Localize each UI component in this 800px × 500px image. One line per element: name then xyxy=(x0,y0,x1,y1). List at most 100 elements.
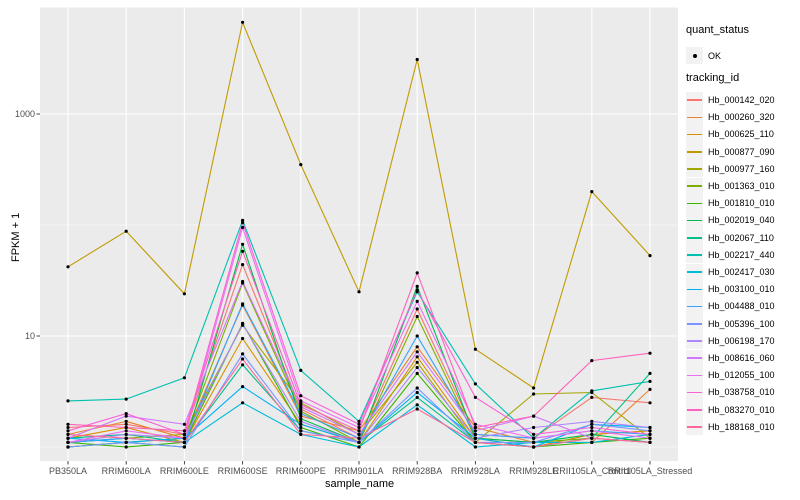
line-swatch-icon xyxy=(686,349,703,367)
data-point xyxy=(532,425,536,430)
data-point xyxy=(532,386,536,390)
legend-label: Hb_083270_010 xyxy=(708,404,775,415)
data-point xyxy=(357,429,361,433)
data-point xyxy=(590,389,594,393)
series-color-line xyxy=(687,150,702,153)
legend-label: Hb_005396_100 xyxy=(708,318,775,329)
series-color-line xyxy=(687,133,702,136)
data-point xyxy=(473,445,477,449)
data-point xyxy=(299,419,303,423)
legend-label: Hb_000625_110 xyxy=(708,129,774,140)
data-point xyxy=(473,429,477,433)
data-point xyxy=(357,422,361,426)
data-point xyxy=(299,425,303,430)
legend-label: Hb_038758_010 xyxy=(708,387,775,398)
data-point xyxy=(590,432,594,436)
data-point xyxy=(124,397,128,401)
data-point xyxy=(241,352,245,356)
data-point xyxy=(241,401,245,405)
data-point xyxy=(473,395,477,399)
data-point xyxy=(357,290,361,294)
data-point xyxy=(590,395,594,399)
legend-label: Hb_008616_060 xyxy=(708,353,775,364)
legend-item-Hb_012055_100: Hb_012055_100 xyxy=(686,366,775,384)
data-point xyxy=(299,422,303,426)
data-point xyxy=(648,387,652,391)
data-point xyxy=(124,445,128,449)
series-color-line xyxy=(687,426,702,428)
data-point xyxy=(648,351,652,355)
data-point xyxy=(241,242,245,246)
data-point xyxy=(241,363,245,367)
y-tick-label: 1000 xyxy=(14,109,35,119)
series-color-line xyxy=(687,408,702,411)
data-point xyxy=(182,422,186,426)
data-point xyxy=(415,334,419,338)
legend-item-Hb_188168_010: Hb_188168_010 xyxy=(686,418,775,436)
data-point xyxy=(357,432,361,436)
data-point xyxy=(473,432,477,436)
legend-item-Hb_000142_020: Hb_000142_020 xyxy=(686,91,775,109)
data-point xyxy=(532,432,536,436)
data-point xyxy=(532,436,536,440)
data-point xyxy=(182,436,186,440)
legend-item-Hb_000625_110: Hb_000625_110 xyxy=(686,125,774,143)
legend-item-Hb_005396_100: Hb_005396_100 xyxy=(686,315,775,333)
legend-item-Hb_002067_110: Hb_002067_110 xyxy=(686,229,774,247)
data-point xyxy=(415,407,419,411)
data-point xyxy=(66,440,70,444)
legend-item-Hb_000877_090: Hb_000877_090 xyxy=(686,143,775,161)
data-point xyxy=(532,440,536,444)
data-point xyxy=(124,429,128,433)
series-color-line xyxy=(687,305,702,308)
data-point xyxy=(299,429,303,433)
series-color-line xyxy=(687,288,702,291)
legend-label: Hb_012055_100 xyxy=(708,370,775,381)
ok-point-key xyxy=(686,47,703,65)
line-swatch-icon xyxy=(686,177,703,195)
x-tick-label: RRIM600LA xyxy=(101,466,151,476)
point-icon xyxy=(692,53,697,58)
series-color-line xyxy=(687,168,702,170)
data-point xyxy=(299,432,303,436)
legend-label: Hb_002067_110 xyxy=(708,232,774,243)
line-swatch-icon xyxy=(686,143,703,161)
legend-label: Hb_001363_010 xyxy=(708,181,775,192)
line-swatch-icon xyxy=(686,211,703,229)
series-color-line xyxy=(687,116,702,119)
data-point xyxy=(66,432,70,436)
data-point xyxy=(590,190,594,194)
legend-label: Hb_001810_010 xyxy=(708,198,775,209)
line-swatch-icon xyxy=(686,263,703,281)
x-tick-label: RRII105LA_Stressed xyxy=(607,466,693,476)
data-point xyxy=(357,440,361,444)
data-point xyxy=(415,403,419,407)
data-point xyxy=(241,225,245,230)
data-point xyxy=(415,365,419,370)
data-point xyxy=(590,359,594,363)
data-point xyxy=(415,355,419,359)
data-point xyxy=(182,292,186,296)
x-tick-label: RRIM600LE xyxy=(159,466,209,476)
data-point xyxy=(124,419,128,423)
legend-title-tracking-id: tracking_id xyxy=(686,72,740,84)
data-point xyxy=(473,440,477,444)
x-tick-label: RRIM901LA xyxy=(334,466,384,476)
data-point xyxy=(415,350,419,354)
legend-label: Hb_004488_010 xyxy=(708,301,775,312)
line-swatch-icon xyxy=(686,332,703,350)
data-point xyxy=(241,302,245,306)
data-point xyxy=(241,20,245,24)
data-point xyxy=(182,376,186,380)
data-point xyxy=(66,429,70,433)
legend-label: Hb_006198_170 xyxy=(708,335,775,346)
series-color-line xyxy=(687,236,702,239)
data-point xyxy=(415,345,419,349)
data-point xyxy=(648,440,652,444)
line-swatch-icon xyxy=(686,125,703,143)
line-swatch-icon xyxy=(686,229,703,247)
legend-label: Hb_002417_030 xyxy=(708,267,775,278)
x-tick-label: RRIM600PE xyxy=(275,466,326,476)
data-point xyxy=(590,425,594,430)
